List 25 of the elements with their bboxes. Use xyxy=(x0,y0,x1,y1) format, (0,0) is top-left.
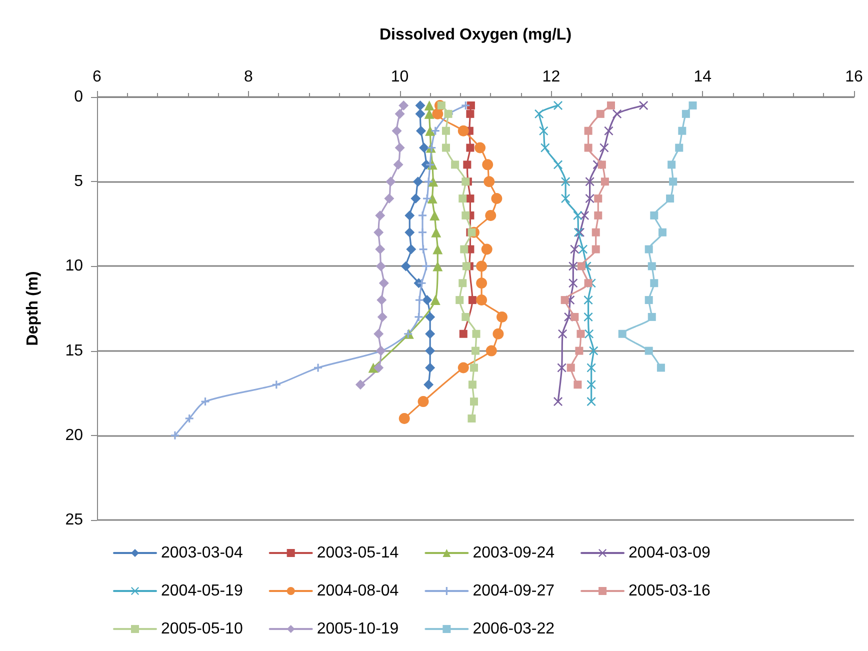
y-tick-label: 20 xyxy=(65,426,84,444)
legend-label: 2003-09-24 xyxy=(472,544,555,562)
x-axis-title: Dissolved Oxygen (mg/L) xyxy=(379,26,572,44)
legend-label: 2005-10-19 xyxy=(316,620,399,638)
y-axis-title: Depth (m) xyxy=(24,271,42,346)
legend-label: 2004-05-19 xyxy=(161,582,243,600)
y-tick-label: 5 xyxy=(74,173,84,190)
x-tick-label: 10 xyxy=(390,68,409,86)
y-tick-label: 15 xyxy=(65,342,84,360)
x-tick-label: 8 xyxy=(244,68,253,86)
legend-label: 2004-08-04 xyxy=(316,582,399,600)
legend-label: 2004-09-27 xyxy=(472,582,555,600)
legend-label: 2003-05-14 xyxy=(316,544,399,562)
y-tick-label: 0 xyxy=(74,88,84,106)
legend-label: 2004-03-09 xyxy=(628,544,710,562)
x-tick-label: 6 xyxy=(92,68,102,86)
x-tick-label: 16 xyxy=(845,68,863,86)
legend-label: 2005-05-10 xyxy=(161,620,243,638)
legend-label: 2006-03-22 xyxy=(472,620,555,638)
x-tick-label: 12 xyxy=(542,68,560,86)
y-tick-label: 10 xyxy=(65,258,84,275)
x-tick-label: 14 xyxy=(694,68,712,86)
legend-label: 2003-03-04 xyxy=(161,544,243,562)
legend-label: 2005-03-16 xyxy=(628,582,710,600)
y-tick-label: 25 xyxy=(65,512,84,528)
